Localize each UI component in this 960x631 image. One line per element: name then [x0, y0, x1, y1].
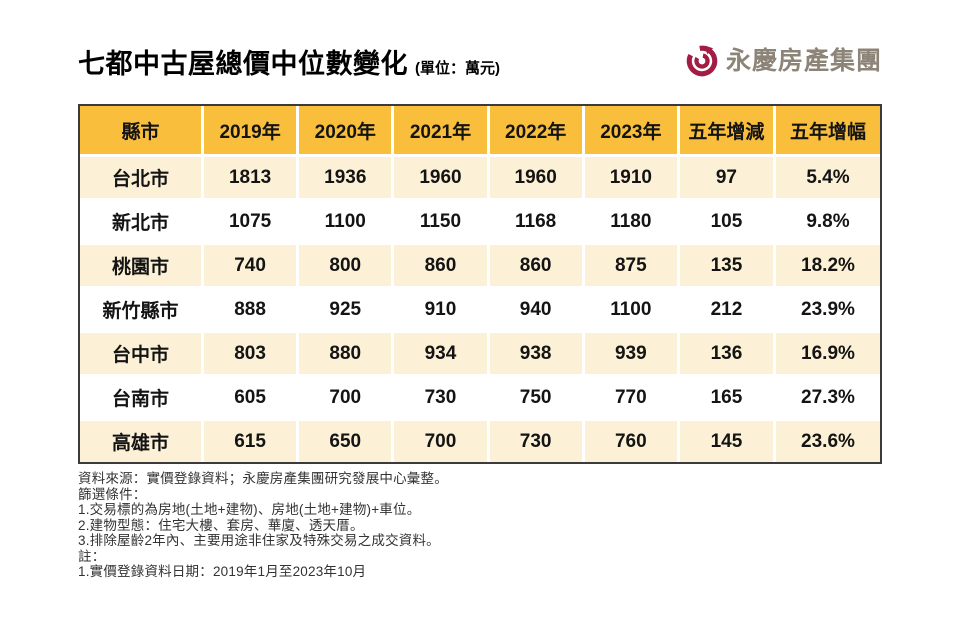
value-cell: 615: [204, 418, 300, 462]
value-cell: 1936: [299, 154, 395, 198]
value-cell: 18.2%: [775, 242, 880, 286]
value-cell: 1813: [204, 154, 300, 198]
title-block: 七都中古屋總價中位數變化 (單位：萬元): [78, 42, 500, 81]
table-row: 新竹縣市 888 925 910 940 1100 212 23.9%: [80, 286, 880, 330]
value-cell: 750: [489, 374, 585, 418]
table-row: 台北市 1813 1936 1960 1960 1910 97 5.4%: [80, 154, 880, 198]
value-cell: 212: [679, 286, 776, 330]
table-row: 新北市 1075 1100 1150 1168 1180 105 9.8%: [80, 198, 880, 242]
value-cell: 650: [299, 418, 395, 462]
column-header: 縣市: [80, 106, 204, 154]
value-cell: 1100: [299, 198, 395, 242]
value-cell: 939: [584, 330, 680, 374]
value-cell: 1960: [394, 154, 490, 198]
value-cell: 135: [679, 242, 776, 286]
city-cell: 新竹縣市: [80, 286, 204, 330]
value-cell: 605: [204, 374, 300, 418]
table-header-row: 縣市 2019年 2020年 2021年 2022年 2023年 五年增減 五年增幅: [80, 106, 880, 154]
column-header: 2023年: [584, 106, 680, 154]
note-line: 註：: [78, 548, 106, 564]
city-cell: 台中市: [80, 330, 204, 374]
value-cell: 860: [394, 242, 490, 286]
header-bar: 七都中古屋總價中位數變化 (單位：萬元) 永慶房產集團: [78, 42, 882, 90]
table-row: 台中市 803 880 934 938 939 136 16.9%: [80, 330, 880, 374]
value-cell: 800: [299, 242, 395, 286]
median-price-table: 縣市 2019年 2020年 2021年 2022年 2023年 五年增減 五年增幅 台北市 1…: [78, 104, 882, 464]
value-cell: 1180: [584, 198, 680, 242]
value-cell: 700: [394, 418, 490, 462]
table-row: 台南市 605 700 730 750 770 165 27.3%: [80, 374, 880, 418]
note-line: 2.建物型態：住宅大樓、套房、華廈、透天厝。: [78, 517, 364, 533]
notes: 資料來源：實價登錄資料；永慶房產集團研究發展中心彙整。 篩選條件： 1.交易標的為房…: [78, 471, 882, 580]
note-line: 篩選條件：: [78, 486, 147, 502]
value-cell: 1075: [204, 198, 300, 242]
value-cell: 875: [584, 242, 680, 286]
value-cell: 803: [204, 330, 300, 374]
value-cell: 136: [679, 330, 776, 374]
value-cell: 23.9%: [775, 286, 880, 330]
value-cell: 880: [299, 330, 395, 374]
table-row: 桃園市 740 800 860 860 875 135 18.2%: [80, 242, 880, 286]
value-cell: 700: [299, 374, 395, 418]
column-header: 2021年: [394, 106, 490, 154]
table-row: 高雄市 615 650 700 730 760 145 23.6%: [80, 418, 880, 462]
value-cell: 760: [584, 418, 680, 462]
city-cell: 台北市: [80, 154, 204, 198]
note-line: 3.排除屋齡2年內、主要用途非住家及特殊交易之成交資料。: [78, 533, 440, 548]
value-cell: 940: [489, 286, 585, 330]
value-cell: 23.6%: [775, 418, 880, 462]
value-cell: 1168: [489, 198, 585, 242]
value-cell: 5.4%: [775, 154, 880, 198]
title-unit-label: (單位：萬元): [415, 60, 500, 77]
column-header: 五年增減: [679, 106, 776, 154]
value-cell: 145: [679, 418, 776, 462]
value-cell: 97: [679, 154, 776, 198]
value-cell: 165: [679, 374, 776, 418]
table-body: 台北市 1813 1936 1960 1960 1910 97 5.4% 新北市 1075 1100…: [80, 154, 880, 462]
value-cell: 1960: [489, 154, 585, 198]
note-line: 1.交易標的為房地(土地+建物)、房地(土地+建物)+車位。: [78, 502, 421, 517]
value-cell: 9.8%: [775, 198, 880, 242]
city-cell: 台南市: [80, 374, 204, 418]
value-cell: 1910: [584, 154, 680, 198]
note-line: 1.實價登錄資料日期：2019年1月至2023年10月: [78, 564, 367, 579]
value-cell: 910: [394, 286, 490, 330]
value-cell: 934: [394, 330, 490, 374]
value-cell: 888: [204, 286, 300, 330]
column-header: 2020年: [299, 106, 395, 154]
value-cell: 925: [299, 286, 395, 330]
value-cell: 105: [679, 198, 776, 242]
city-cell: 高雄市: [80, 418, 204, 462]
value-cell: 938: [489, 330, 585, 374]
value-cell: 770: [584, 374, 680, 418]
note-line: 資料來源：實價登錄資料；永慶房產集團研究發展中心彙整。: [78, 471, 448, 486]
value-cell: 16.9%: [775, 330, 880, 374]
value-cell: 1100: [584, 286, 680, 330]
value-cell: 740: [204, 242, 300, 286]
value-cell: 730: [489, 418, 585, 462]
city-cell: 新北市: [80, 198, 204, 242]
column-header: 五年增幅: [775, 106, 880, 154]
brand-logo-text: 永慶房產集團: [725, 46, 882, 75]
yungching-ring-icon: [685, 44, 719, 78]
column-header: 2019年: [204, 106, 300, 154]
page-title: 七都中古屋總價中位數變化: [78, 49, 408, 79]
value-cell: 730: [394, 374, 490, 418]
city-cell: 桃園市: [80, 242, 204, 286]
column-header: 2022年: [489, 106, 585, 154]
value-cell: 1150: [394, 198, 490, 242]
value-cell: 860: [489, 242, 585, 286]
value-cell: 27.3%: [775, 374, 880, 418]
brand-logo: 永慶房產集團: [685, 44, 882, 78]
